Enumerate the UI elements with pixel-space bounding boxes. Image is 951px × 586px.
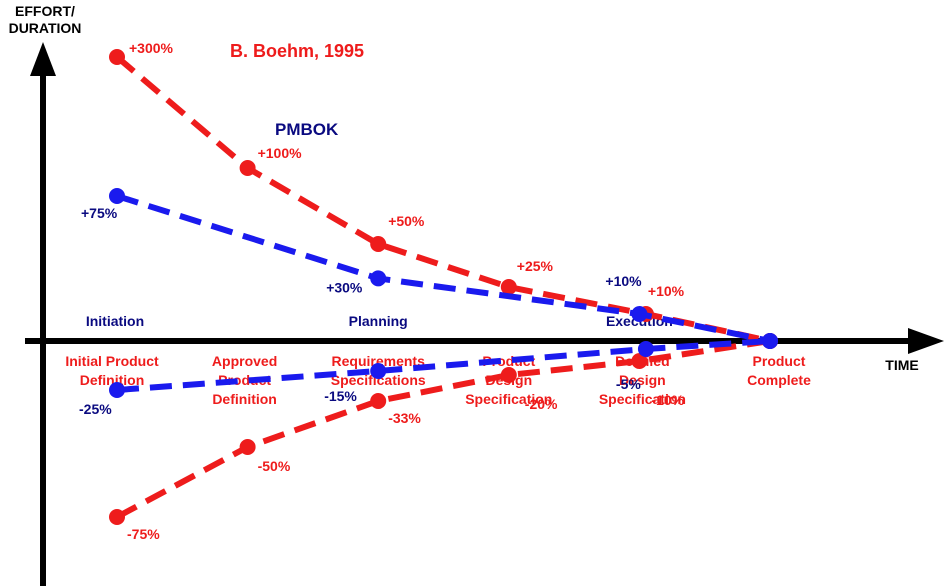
- data-label: +25%: [517, 258, 554, 274]
- data-point: [370, 363, 387, 379]
- data-label: -10%: [651, 392, 684, 408]
- data-label: -50%: [258, 458, 291, 474]
- phase-label: Initiation: [86, 313, 144, 329]
- x-axis-arrow: [908, 328, 944, 354]
- data-point: [370, 270, 387, 287]
- data-label: +100%: [258, 145, 303, 161]
- series-name: B. Boehm, 1995: [230, 41, 364, 61]
- milestone-label: Requirements Specifications: [331, 353, 426, 388]
- data-point: [109, 49, 125, 65]
- milestone-label: Product Complete: [747, 353, 811, 388]
- data-label: +300%: [129, 40, 174, 56]
- data-point: [109, 509, 125, 525]
- data-point: [500, 367, 517, 383]
- axes: [25, 42, 944, 586]
- data-label: -20%: [525, 396, 558, 412]
- data-label: -5%: [616, 376, 641, 392]
- series-line: [116, 338, 771, 393]
- data-point: [370, 236, 387, 252]
- data-label: -33%: [388, 410, 421, 426]
- data-point: [637, 341, 654, 357]
- data-label: +75%: [81, 205, 118, 221]
- data-label: +30%: [326, 279, 363, 295]
- phase-label: Planning: [349, 313, 408, 329]
- series-line: [116, 193, 771, 344]
- data-point: [762, 333, 778, 349]
- series-line: [115, 338, 771, 520]
- series-layer: +300% +100% +50% +25% +10% -75% -50% -33% -20% -1…: [79, 40, 778, 542]
- data-label: -75%: [127, 526, 160, 542]
- data-label: -25%: [79, 401, 112, 417]
- legend: B. Boehm, 1995 PMBOK: [230, 41, 364, 139]
- data-label: -15%: [324, 388, 357, 404]
- series-name: PMBOK: [275, 120, 339, 139]
- data-label: +10%: [605, 273, 642, 289]
- phase-labels: InitiationPlanningExecution: [86, 313, 673, 329]
- data-label: +50%: [388, 213, 425, 229]
- y-axis-arrow: [30, 42, 56, 76]
- data-point: [239, 160, 256, 176]
- data-point: [109, 382, 125, 398]
- data-label: +10%: [648, 283, 685, 299]
- milestone-label: Initial Product Definition: [65, 353, 159, 388]
- data-point: [239, 439, 256, 455]
- data-point: [109, 188, 125, 204]
- x-axis-label: TIME: [885, 357, 918, 373]
- data-point: [631, 306, 648, 322]
- series-line: [115, 54, 771, 344]
- data-point: [631, 353, 648, 369]
- y-axis-label: EFFORT/DURATION: [9, 3, 82, 36]
- data-point: [500, 279, 517, 295]
- data-point: [370, 393, 387, 409]
